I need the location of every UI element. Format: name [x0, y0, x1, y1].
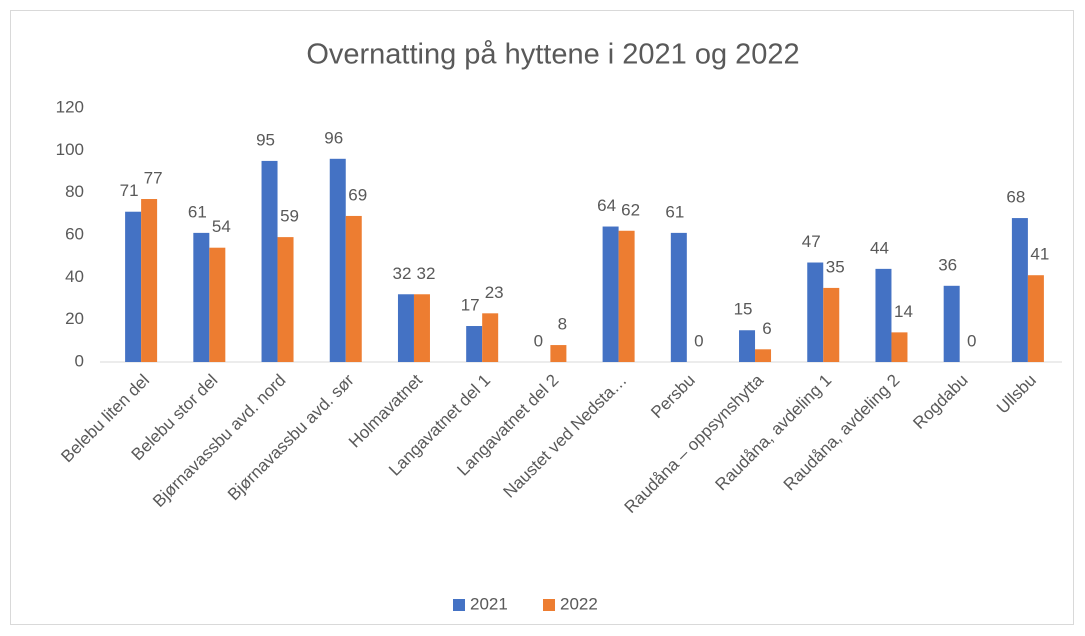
bar	[875, 268, 892, 362]
y-tick-label: 0	[75, 351, 84, 370]
chart-title: Overnatting på hyttene i 2021 og 2022	[306, 39, 799, 71]
bar	[670, 232, 687, 362]
data-label: 41	[1030, 245, 1049, 264]
data-label: 23	[485, 283, 504, 302]
data-label: 61	[665, 202, 684, 221]
data-label: 77	[144, 169, 163, 188]
data-label: 36	[938, 255, 957, 274]
data-label: 17	[461, 296, 480, 315]
y-tick-label: 100	[56, 140, 84, 159]
data-label: 0	[694, 331, 703, 350]
bar	[807, 262, 824, 362]
data-label: 62	[621, 200, 640, 219]
legend-swatch	[453, 599, 465, 611]
bar	[413, 294, 430, 362]
bar	[482, 313, 499, 362]
data-label: 32	[417, 264, 436, 283]
y-tick-label: 80	[65, 182, 84, 201]
bar	[209, 247, 226, 362]
bar	[618, 230, 635, 362]
y-tick-label: 40	[65, 267, 84, 286]
bar	[755, 349, 772, 362]
data-label: 6	[762, 319, 771, 338]
data-label: 96	[324, 128, 343, 147]
data-label: 47	[802, 232, 821, 251]
bar	[261, 160, 278, 362]
bar	[823, 287, 840, 362]
y-tick-label: 20	[65, 309, 84, 328]
bar	[141, 199, 158, 362]
data-label: 69	[348, 185, 367, 204]
bar	[602, 226, 619, 362]
bar	[943, 285, 960, 362]
bar	[397, 294, 414, 362]
legend-swatch	[543, 599, 555, 611]
legend-label: 2022	[560, 594, 598, 613]
bar	[125, 211, 142, 362]
bar	[329, 158, 346, 362]
data-label: 54	[212, 217, 231, 236]
data-label: 8	[558, 315, 567, 334]
bar	[1011, 218, 1028, 362]
bar	[739, 330, 756, 362]
y-tick-label: 60	[65, 224, 84, 243]
data-label: 0	[534, 331, 543, 350]
bar	[1027, 275, 1044, 362]
data-label: 35	[826, 257, 845, 276]
bar	[345, 215, 362, 362]
y-tick-label: 120	[56, 97, 84, 116]
data-label: 68	[1006, 188, 1025, 207]
data-label: 0	[967, 331, 976, 350]
bar	[193, 232, 210, 362]
bar	[277, 237, 294, 362]
data-label: 64	[597, 196, 616, 215]
bar	[466, 326, 483, 362]
data-label: 61	[188, 202, 207, 221]
legend-label: 2021	[470, 594, 508, 613]
data-label: 71	[120, 181, 139, 200]
data-label: 14	[894, 302, 913, 321]
chart-frame	[10, 10, 1074, 625]
data-label: 15	[734, 300, 753, 319]
data-label: 95	[256, 130, 275, 149]
bar	[550, 345, 567, 362]
data-label: 32	[393, 264, 412, 283]
bar	[891, 332, 908, 362]
data-label: 44	[870, 238, 889, 257]
data-label: 59	[280, 207, 299, 226]
